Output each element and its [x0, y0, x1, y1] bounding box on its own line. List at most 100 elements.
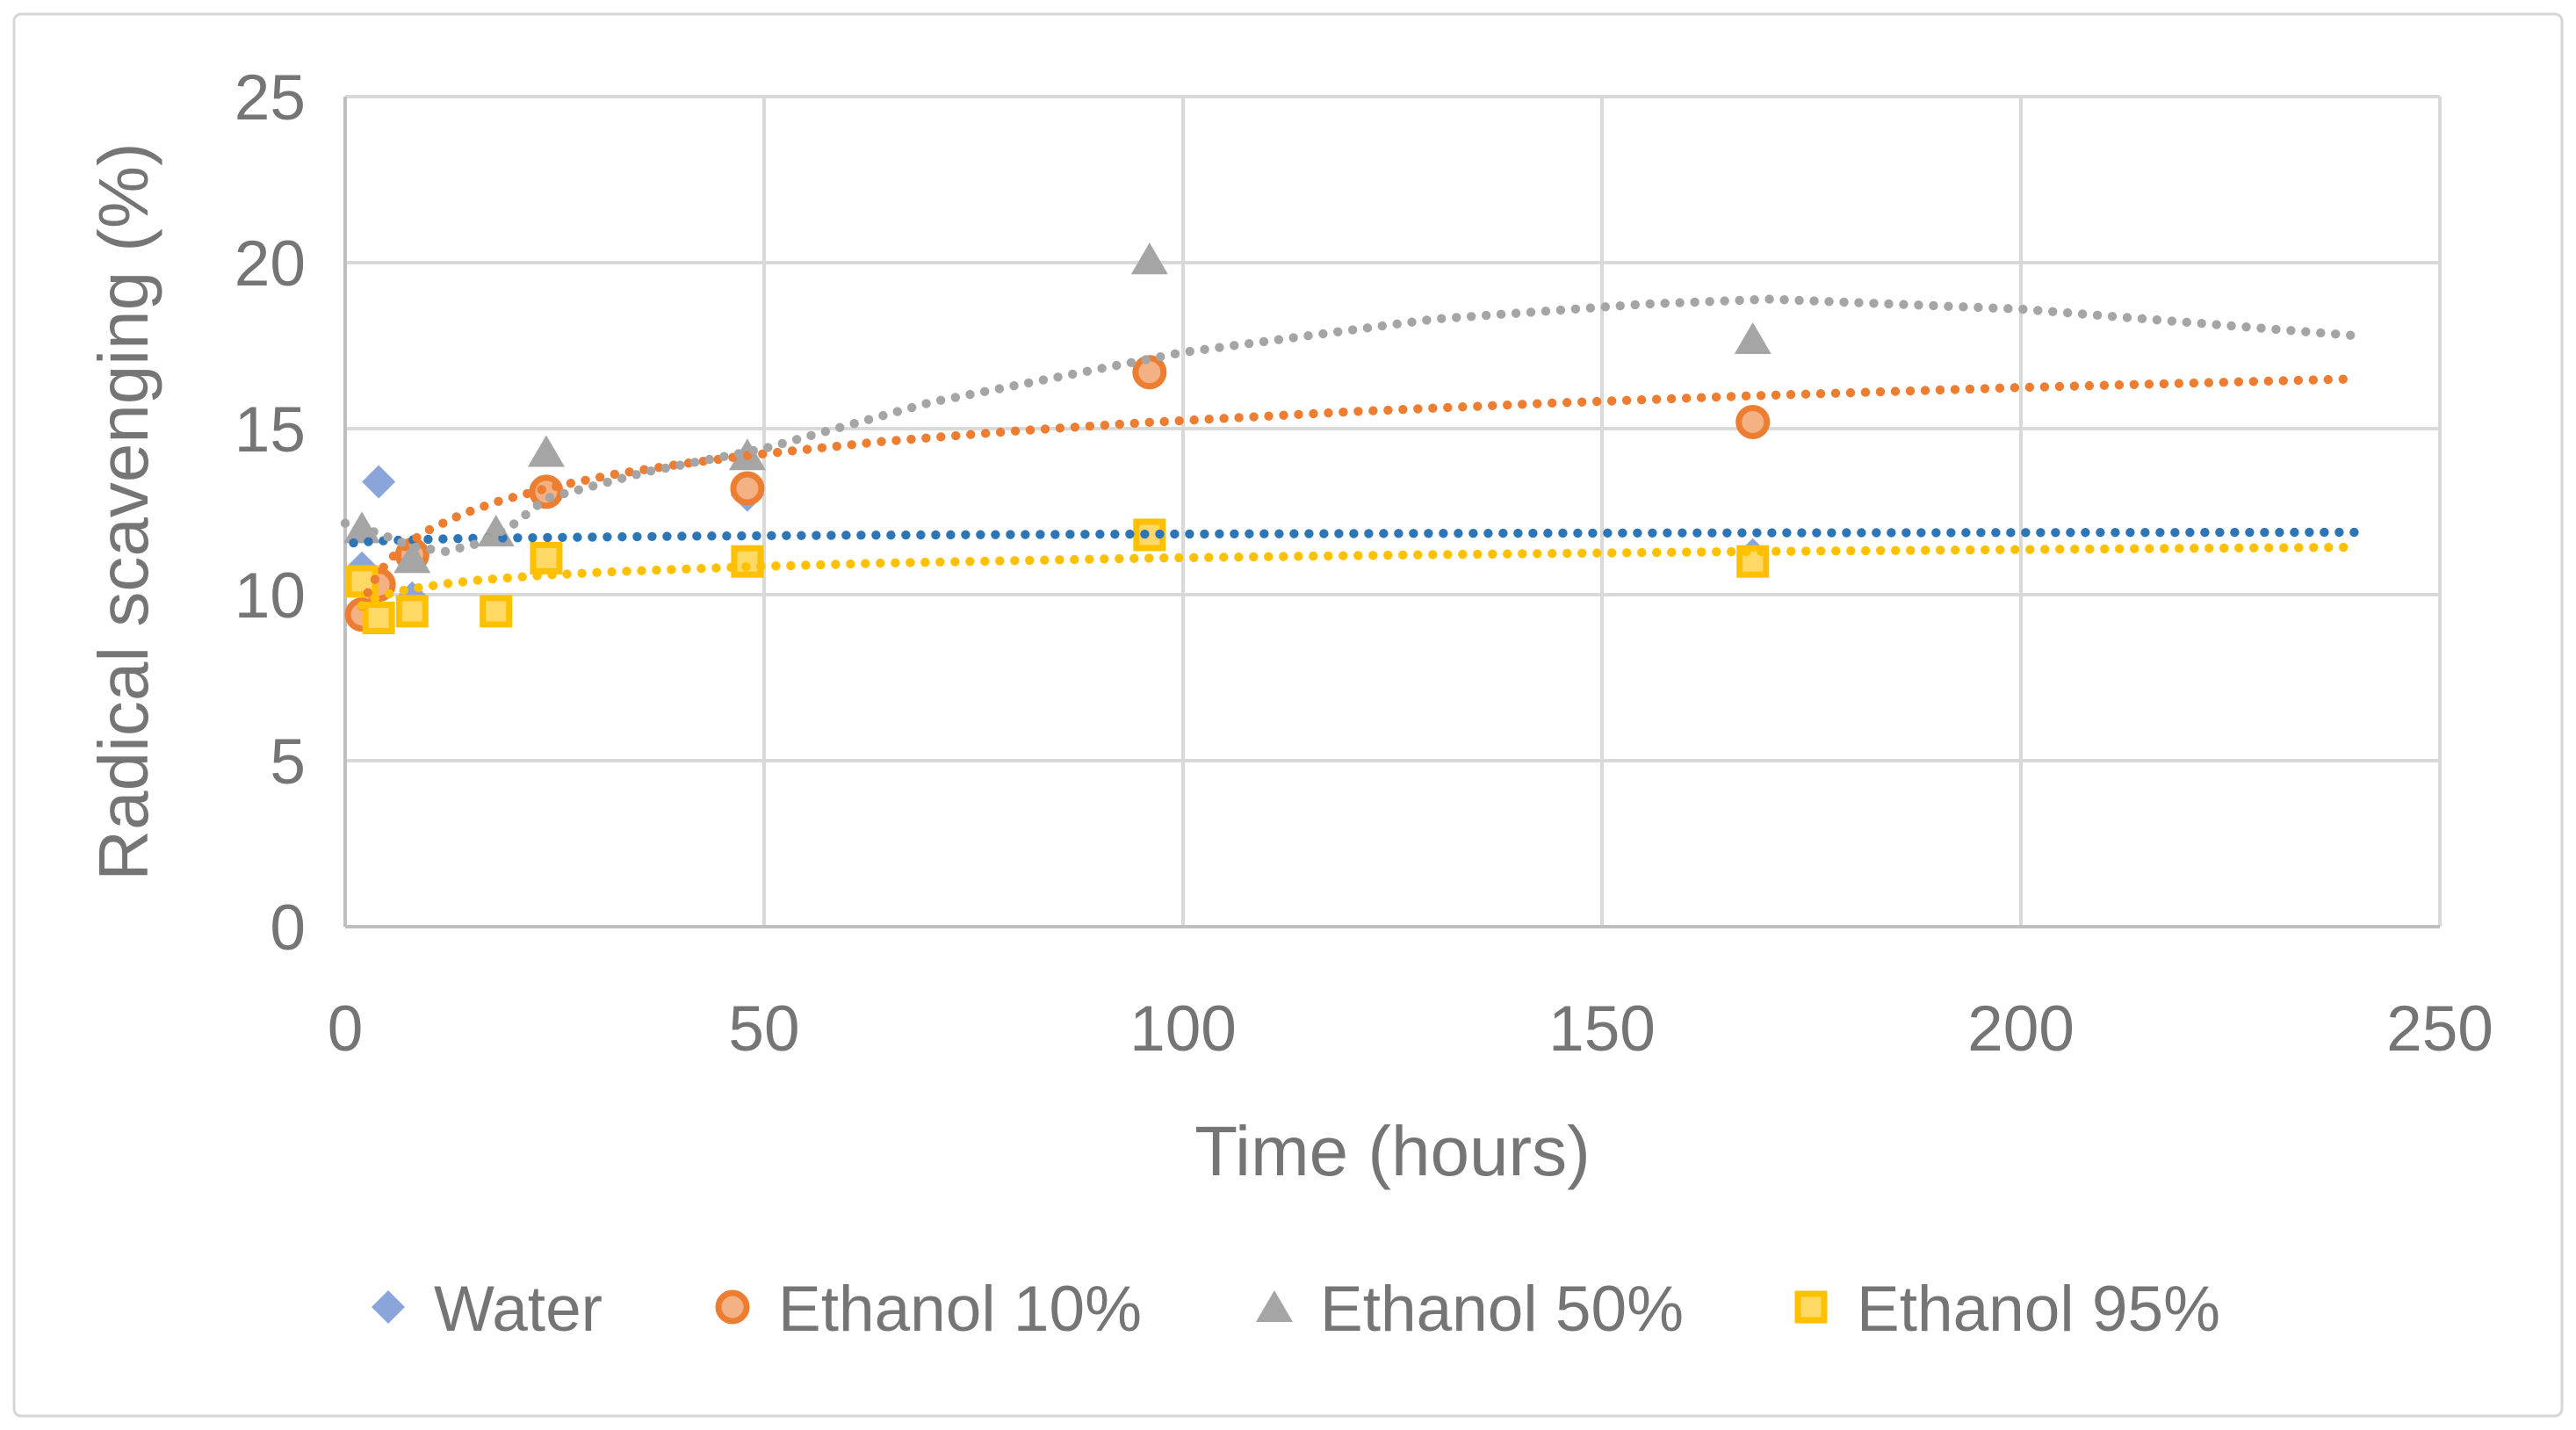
trendline-dot	[816, 560, 826, 570]
trendline-dot	[1720, 296, 1729, 306]
trendline-dot	[552, 481, 561, 491]
trendline-dot	[667, 565, 676, 574]
trendline-dot	[1921, 545, 1930, 555]
trendline-dot	[2081, 528, 2090, 538]
trendline-dot	[916, 530, 926, 540]
trendline-dot	[2040, 545, 2050, 554]
y-tick-label-20: 20	[235, 228, 306, 300]
trendline-dot	[832, 441, 842, 451]
trendline-dot	[496, 526, 506, 537]
trendline-dot	[1606, 396, 1617, 406]
data-point-triangle	[1256, 1290, 1293, 1322]
trendline-dot	[1185, 346, 1194, 357]
trendline-dot	[1809, 296, 1819, 306]
legend-label: Ethanol 10%	[778, 1274, 1142, 1345]
trendline-dot	[1115, 553, 1124, 564]
trendline-dot	[513, 533, 523, 543]
x-tick-label-0: 0	[328, 993, 364, 1065]
trendline-dot	[1140, 529, 1150, 539]
trendline-dot	[1245, 529, 1254, 538]
trendline-dot	[1289, 529, 1299, 538]
trendline-dot	[1513, 528, 1523, 538]
trendline-dot	[1764, 294, 1774, 304]
trendline-dot	[1038, 375, 1049, 385]
trendline-dot	[1249, 552, 1259, 562]
trendline-dot	[677, 531, 687, 541]
trendline-dot	[1294, 552, 1303, 561]
trendline-dot	[340, 518, 350, 528]
trendline-dot	[1991, 528, 2001, 538]
trendline-dot	[1383, 550, 1393, 560]
trendline-dot	[767, 531, 776, 541]
trendline-dot	[696, 563, 706, 574]
trendline-dot	[411, 542, 421, 552]
trendline-dot	[1872, 528, 1881, 538]
trendline-dot	[1929, 300, 1938, 311]
trendline-dot	[1279, 410, 1288, 420]
trendline-dot	[458, 577, 468, 587]
trendline-dot	[1737, 528, 1747, 538]
trendline-dot	[545, 493, 555, 502]
trendline-dot	[1112, 360, 1122, 371]
trendline-dot	[1884, 299, 1894, 309]
trendline-dot	[1174, 415, 1184, 426]
trendline-dot	[786, 560, 796, 571]
trendline-dot	[1035, 530, 1045, 539]
data-point-triangle	[1734, 321, 1771, 354]
trendline-dot	[1786, 390, 1796, 400]
trendline-dot	[733, 449, 744, 459]
trendline-dot	[921, 433, 931, 443]
trendline-dot	[428, 581, 438, 590]
trendline-dot	[1279, 552, 1288, 561]
trendline-dot	[2048, 307, 2058, 316]
trendline-dot	[637, 566, 646, 575]
trendline-dot	[1324, 408, 1333, 418]
trendline-dot	[1070, 422, 1080, 432]
trendline-dot	[668, 460, 679, 470]
trendline-dot	[1443, 402, 1453, 413]
trendline-dot	[758, 449, 768, 459]
trendline-dot	[1483, 528, 1493, 538]
trendline-dot	[1458, 402, 1468, 412]
trendline-dot	[1100, 420, 1110, 430]
trendline-dot	[675, 460, 685, 470]
trendline-dot	[1009, 380, 1019, 391]
trendline-dot	[2100, 544, 2110, 554]
trendline-dot	[966, 430, 976, 439]
trendline-dot	[412, 532, 422, 543]
trendline-dot	[722, 531, 732, 541]
trendline-dot	[1682, 547, 1692, 557]
trendline-dot	[1274, 335, 1284, 344]
trendline-dot	[1794, 295, 1804, 306]
trendline-dot	[2260, 527, 2269, 538]
trendline-dot	[588, 532, 597, 542]
trendline-dot	[1021, 530, 1030, 539]
trendline-dot	[603, 477, 612, 488]
trendline-dot	[1846, 545, 1856, 556]
trendline-dot	[379, 562, 388, 573]
trendline-dot	[2305, 527, 2314, 538]
trendline-dot	[931, 530, 941, 540]
trendline-dot	[2039, 382, 2050, 392]
trendline-dot	[906, 402, 917, 413]
trendline-dot	[1812, 528, 1822, 538]
trendline-dot	[2115, 544, 2125, 554]
trendline-dot	[1398, 404, 1408, 415]
trendline-dot	[1548, 548, 1557, 559]
trendline-dot	[1705, 297, 1714, 307]
trendline-dot	[532, 571, 542, 581]
y-tick-label-10: 10	[235, 560, 306, 632]
trendline-dot	[1349, 529, 1359, 538]
y-tick-label-25: 25	[235, 62, 306, 134]
trendline-dot	[424, 524, 435, 535]
trendline-dot	[2174, 379, 2184, 388]
trendline-dot	[950, 393, 961, 402]
trendline-dot	[1573, 528, 1583, 538]
trendline-dot	[1244, 338, 1254, 349]
trendline-dot	[846, 559, 855, 569]
trendline-dot	[1353, 407, 1363, 416]
data-point-circle	[730, 471, 765, 506]
trendline-dot	[1085, 554, 1094, 564]
trendline-dot	[861, 559, 870, 568]
trendline-dot	[791, 435, 802, 444]
